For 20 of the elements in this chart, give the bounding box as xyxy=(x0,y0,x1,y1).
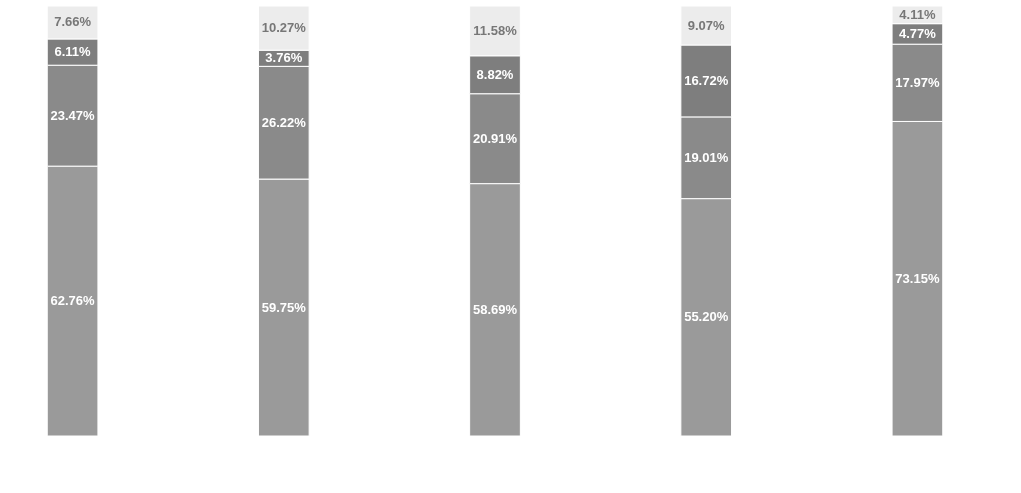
data-label: 4.77% xyxy=(898,25,937,41)
data-label: 59.75% xyxy=(261,299,307,315)
data-label: 16.72% xyxy=(684,72,729,88)
data-label: 4.11% xyxy=(899,6,936,22)
data-label: 55.20% xyxy=(684,309,729,325)
data-label: 11.58% xyxy=(473,22,518,38)
data-label: 73.15% xyxy=(895,270,940,286)
data-label: 62.76% xyxy=(50,293,96,309)
data-label: 6.11% xyxy=(54,44,92,60)
data-label: 23.47% xyxy=(50,107,96,123)
data-label: 58.69% xyxy=(472,301,518,317)
data-label: 26.22% xyxy=(261,114,307,130)
data-label: 9.07% xyxy=(687,17,726,33)
data-label: 20.91% xyxy=(472,130,518,146)
data-label: 17.97% xyxy=(895,74,940,90)
data-label: 10.27% xyxy=(261,20,307,36)
data-label: 3.76% xyxy=(265,50,303,66)
data-label: 7.66% xyxy=(54,14,92,30)
data-label: 19.01% xyxy=(684,149,729,165)
data-label: 8.82% xyxy=(476,66,514,82)
